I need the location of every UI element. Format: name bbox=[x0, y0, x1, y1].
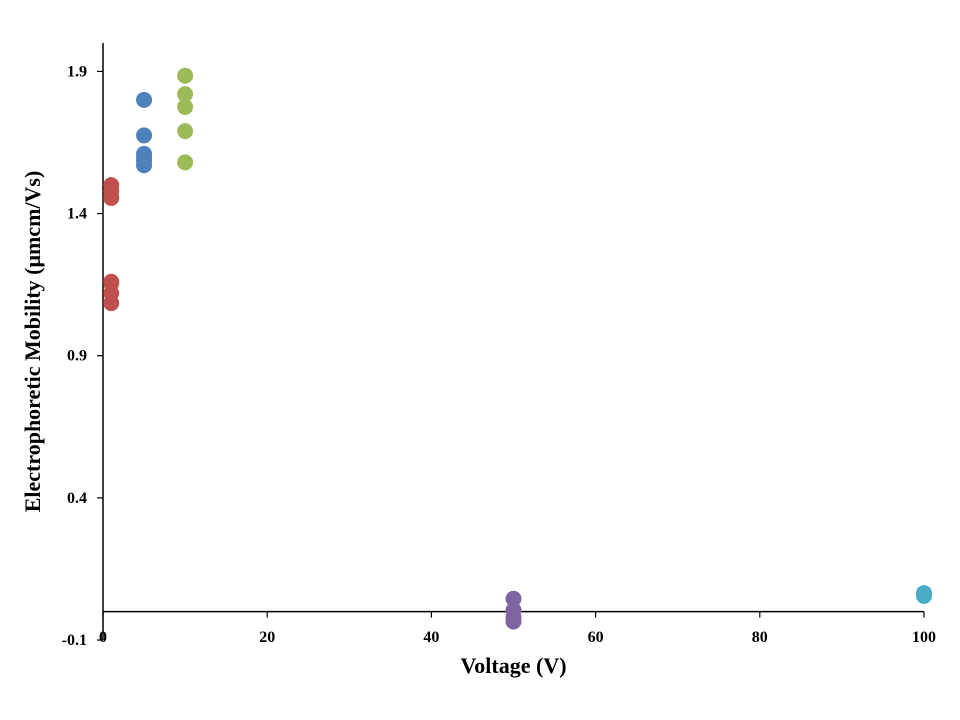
x-ticks: 0 20 40 60 80 100 bbox=[99, 611, 936, 646]
data-point bbox=[177, 123, 194, 140]
data-point bbox=[505, 590, 522, 607]
x-tick-label: 60 bbox=[588, 629, 604, 646]
y-tick-label: -0.1 bbox=[62, 632, 87, 649]
y-tick-label: 0.9 bbox=[67, 348, 87, 365]
x-tick-label: 0 bbox=[99, 629, 107, 646]
data-point bbox=[177, 98, 194, 115]
y-tick-label: 0.4 bbox=[67, 490, 87, 507]
data-point bbox=[177, 86, 194, 103]
x-tick-label: 40 bbox=[423, 629, 439, 646]
data-point bbox=[177, 154, 194, 171]
x-tick-label: 100 bbox=[912, 629, 936, 646]
y-tick-label: 1.4 bbox=[67, 206, 87, 223]
axes bbox=[102, 43, 924, 640]
y-tick-label: 1.9 bbox=[67, 63, 87, 80]
x-axis-title: Voltage (V) bbox=[460, 653, 566, 678]
data-point bbox=[103, 189, 120, 206]
data-point bbox=[916, 587, 932, 604]
y-axis-title: Electrophoretic Mobility (μmcm/Vs) bbox=[20, 171, 45, 513]
data-point bbox=[177, 67, 194, 84]
x-tick-label: 20 bbox=[259, 629, 275, 646]
x-tick-label: 80 bbox=[752, 629, 768, 646]
data-points bbox=[103, 67, 932, 630]
data-point bbox=[505, 613, 522, 630]
data-point bbox=[136, 127, 153, 144]
data-point bbox=[136, 157, 153, 174]
y-ticks: -0.1 0.4 0.9 1.4 1.9 bbox=[62, 63, 103, 649]
data-point bbox=[136, 91, 153, 108]
data-point bbox=[103, 295, 120, 312]
